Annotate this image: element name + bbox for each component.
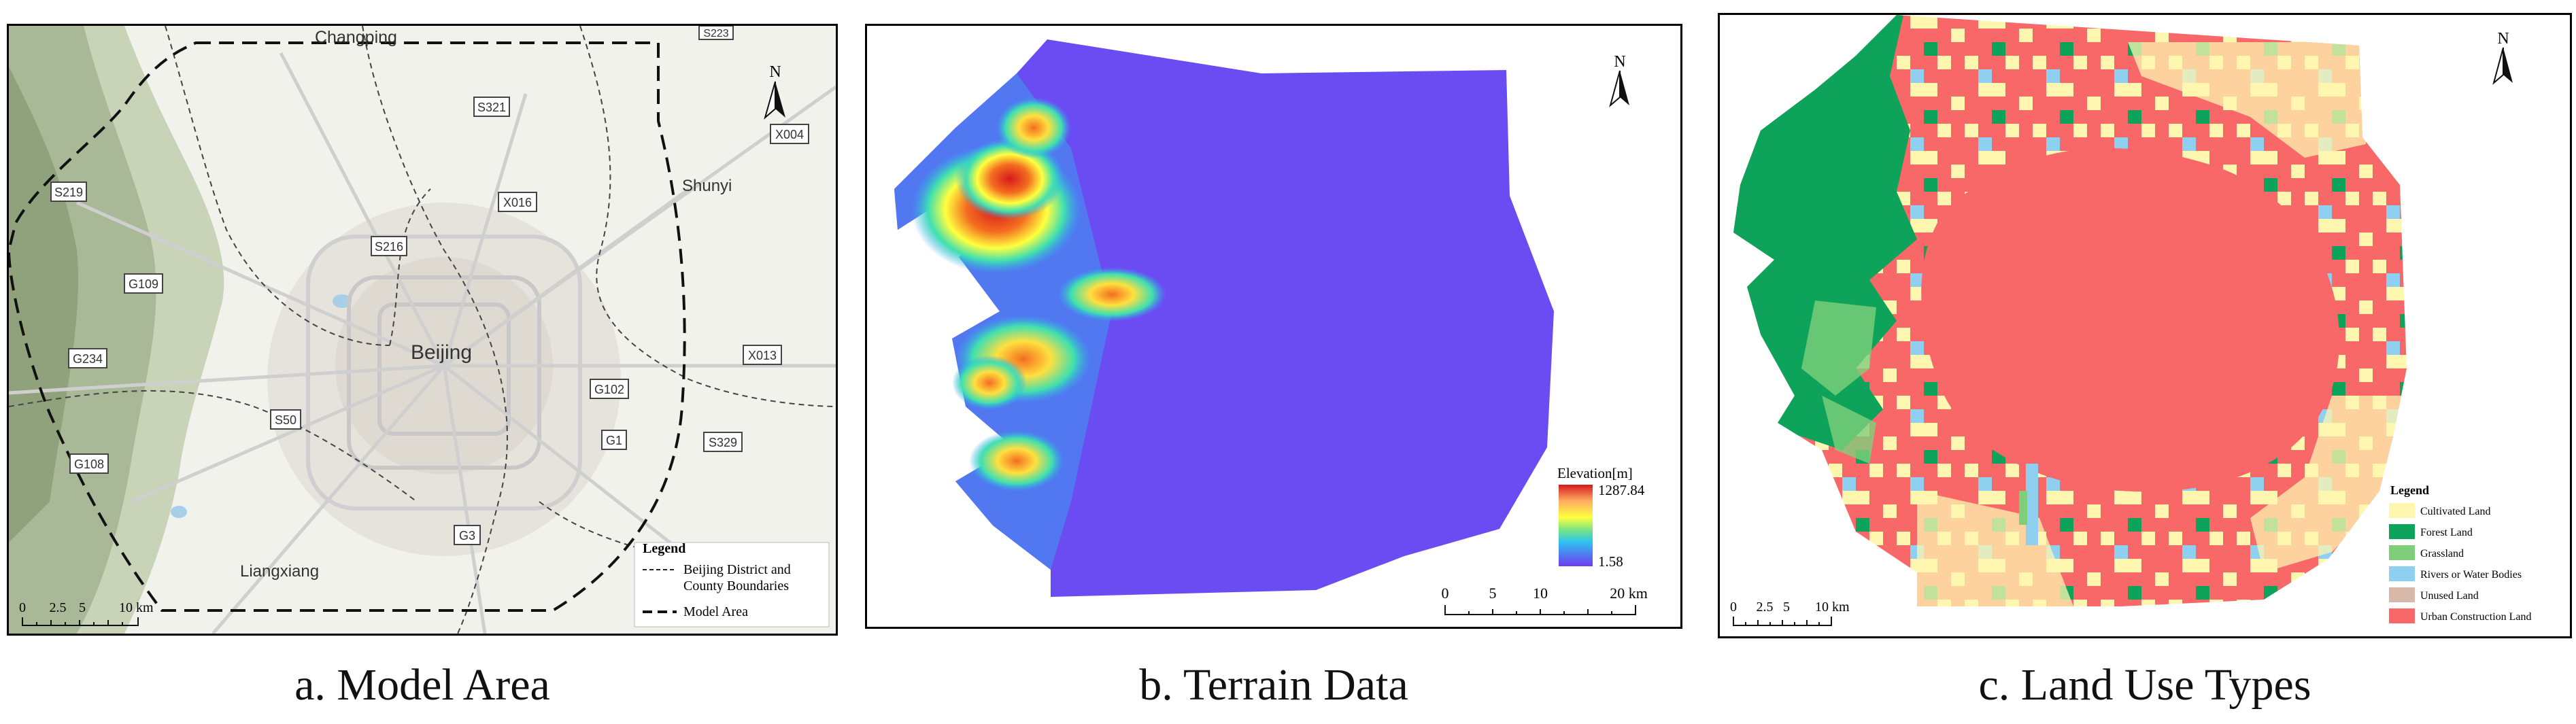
svg-text:N: N [2497,30,2509,48]
elevation-colorbar: Elevation[m] 1287.84 1.58 [1557,465,1645,570]
svg-text:X013: X013 [748,349,777,362]
svg-text:G1: G1 [606,434,622,447]
panel-caption: c. Land Use Types [1978,660,2311,710]
place-label: Liangxiang [240,562,319,581]
svg-text:2.5: 2.5 [50,600,67,615]
svg-text:G102: G102 [594,383,624,396]
svg-text:G3: G3 [459,529,475,542]
colorbar-max-label: 1287.84 [1598,482,1645,498]
svg-text:G108: G108 [74,458,104,471]
svg-text:Urban Construction Land: Urban Construction Land [2420,611,2532,623]
map-legend: Legend Beijing District and County Bound… [634,541,830,627]
svg-text:Rivers or Water Bodies: Rivers or Water Bodies [2420,569,2522,581]
svg-text:X004: X004 [775,128,804,141]
terrain-map-canvas: N Elevation[m] 1287.84 1.58 0 5 10 20 km [894,39,1648,615]
land-use-legend: Legend Cultivated Land Forest Land Grass… [2389,483,2532,623]
legend-label: Beijing District and [683,562,791,577]
place-label: Shunyi [682,177,732,195]
svg-text:S50: S50 [275,413,296,427]
road-shield: G1 [601,430,627,450]
svg-text:S329: S329 [709,436,737,449]
north-arrow-icon: N [764,63,785,120]
road-shield: S321 [473,97,510,117]
legend-item: Urban Construction Land [2389,608,2532,623]
svg-text:Forest Land: Forest Land [2420,527,2473,538]
road-shield: G234 [68,348,107,368]
north-arrow-icon: N [1609,53,1629,107]
legend-label: Model Area [683,604,748,619]
road-shield: S50 [270,409,301,430]
scale-bar: 0 2.5 5 10 km [1730,600,1850,626]
model-area-boundary [9,41,686,612]
svg-text:S223: S223 [703,28,728,39]
svg-text:S219: S219 [54,186,83,199]
svg-text:G234: G234 [73,352,103,366]
svg-text:G109: G109 [129,277,158,291]
place-label: Changping [315,28,397,47]
land-use-map: N Legend Cultivated Land Forest Land Gra… [1718,13,2572,638]
svg-text:10: 10 [1533,585,1548,602]
svg-text:Grassland: Grassland [2420,548,2464,559]
svg-text:N: N [1614,53,1625,71]
colorbar-min-label: 1.58 [1598,553,1623,570]
panel-caption: a. Model Area [294,660,550,710]
road-shield: S223 [698,26,734,40]
svg-text:0: 0 [1442,585,1449,602]
legend-item: Forest Land [2389,524,2473,539]
legend-item: Grassland [2389,545,2464,560]
scale-bar: 0 5 10 20 km [1442,585,1648,615]
land-use-raster [1733,15,2407,606]
svg-text:5: 5 [1489,585,1497,602]
scale-bar: 0 2.5 5 10 km [19,600,154,626]
svg-text:Unused Land: Unused Land [2420,590,2479,602]
road-shield: X004 [770,124,809,144]
legend-title: Legend [2390,483,2429,497]
svg-text:0: 0 [19,600,26,615]
legend-label: County Boundaries [683,579,789,593]
terrain-map: N Elevation[m] 1287.84 1.58 0 5 10 20 km [865,24,1682,629]
svg-text:S321: S321 [477,101,506,114]
road-shield: G109 [124,273,163,294]
road-shield: S329 [703,432,743,452]
colorbar-title: Elevation[m] [1557,465,1633,481]
place-label: Beijing [411,341,472,364]
svg-text:10 km: 10 km [1815,600,1850,615]
svg-text:5: 5 [1783,600,1790,615]
road-shield: G102 [590,379,629,399]
svg-text:N: N [769,63,781,81]
model-area-map-canvas: Changping Shunyi Beijing Liangxiang S223… [9,26,836,634]
legend-item: Unused Land [2389,587,2479,602]
road-shield: X013 [743,345,782,365]
panel-caption: b. Terrain Data [1139,660,1408,710]
road-shield: G108 [69,453,109,474]
road-shield: S216 [371,236,407,256]
model-area-map: Changping Shunyi Beijing Liangxiang S223… [7,24,838,636]
road-shield: S219 [50,182,87,202]
svg-text:S216: S216 [375,240,403,254]
svg-text:5: 5 [79,600,86,615]
land-use-map-canvas: N Legend Cultivated Land Forest Land Gra… [1730,15,2532,626]
svg-text:20 km: 20 km [1610,585,1648,602]
svg-text:X016: X016 [503,196,532,209]
legend-item: Cultivated Land [2389,503,2491,518]
svg-text:10 km: 10 km [119,600,154,615]
svg-text:0: 0 [1730,600,1737,615]
north-arrow-icon: N [2492,30,2513,85]
road-shield: G3 [454,525,481,545]
road-shield: X016 [498,192,537,212]
legend-item: Rivers or Water Bodies [2389,566,2522,581]
svg-text:2.5: 2.5 [1757,600,1774,615]
legend-title: Legend [643,541,685,556]
svg-text:Cultivated Land: Cultivated Land [2420,506,2491,517]
